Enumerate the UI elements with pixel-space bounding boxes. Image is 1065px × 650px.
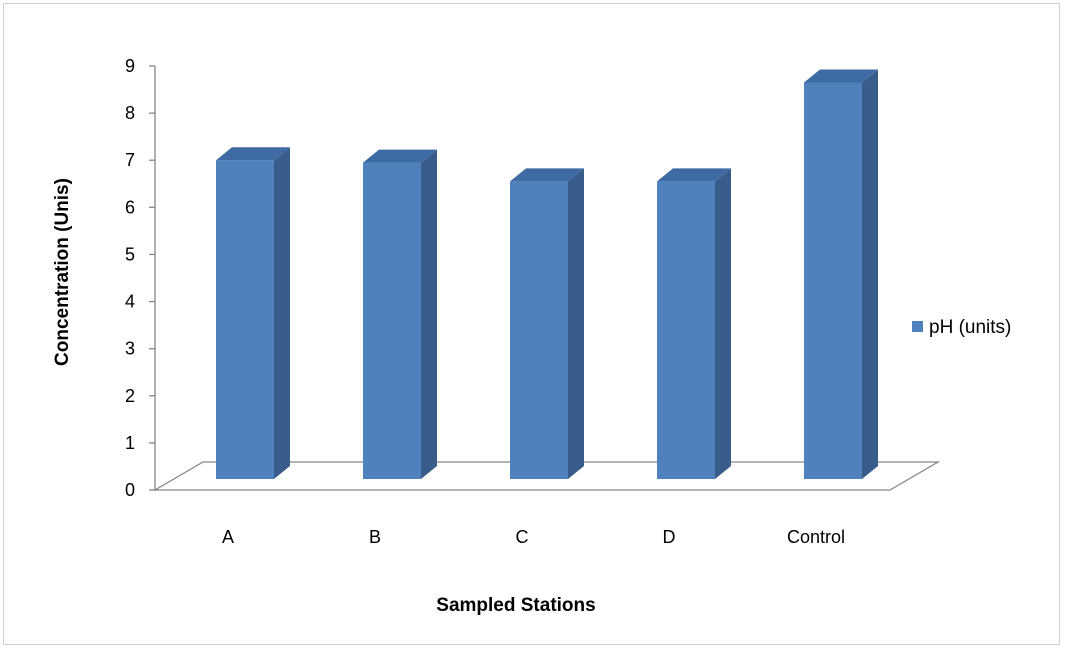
bar-front: [510, 181, 568, 479]
bar-front: [804, 82, 862, 479]
bar-side: [421, 149, 437, 480]
bar-top: [804, 69, 878, 83]
y-tick-label: 6: [125, 197, 135, 217]
bar-side: [862, 69, 878, 479]
bar: [657, 168, 731, 479]
bar-top: [510, 168, 584, 182]
y-tick-labels: 0 1 2 3 4 5 6 7 8 9: [125, 56, 155, 500]
y-tick-label: 1: [125, 433, 135, 453]
y-tick-label: 9: [125, 56, 135, 76]
bar-top: [657, 168, 731, 182]
bar-side: [274, 147, 290, 479]
y-tick-label: 4: [125, 292, 135, 312]
x-tick-label: C: [516, 527, 529, 547]
bars: [216, 69, 878, 480]
bar-top: [216, 147, 290, 161]
bar-front: [657, 181, 715, 479]
x-tick-label: B: [369, 527, 381, 547]
bar-top: [363, 149, 437, 163]
x-tick-label: Control: [787, 527, 845, 547]
y-tick-label: 3: [125, 339, 135, 359]
bar: [510, 168, 584, 479]
x-axis-title: Sampled Stations: [436, 595, 595, 616]
y-tick-label: 5: [125, 244, 135, 264]
y-tick-label: 8: [125, 103, 135, 123]
y-tick-label: 0: [125, 480, 135, 500]
x-tick-label: A: [222, 527, 234, 547]
legend-swatch: [912, 321, 923, 332]
bar-front: [216, 160, 274, 479]
x-tick-labels: A B C D Control: [222, 527, 845, 547]
bar: [804, 69, 878, 479]
legend-label: pH (units): [929, 317, 1011, 338]
legend: pH (units): [912, 317, 1011, 338]
bar-side: [568, 168, 584, 479]
bar-front: [363, 162, 421, 480]
y-tick-label: 2: [125, 386, 135, 406]
bar-side: [715, 168, 731, 479]
bar: [216, 147, 290, 479]
y-axis-title: Concentration (Unis): [52, 178, 73, 366]
bar: [363, 149, 437, 480]
y-tick-label: 7: [125, 150, 135, 170]
x-tick-label: D: [663, 527, 676, 547]
